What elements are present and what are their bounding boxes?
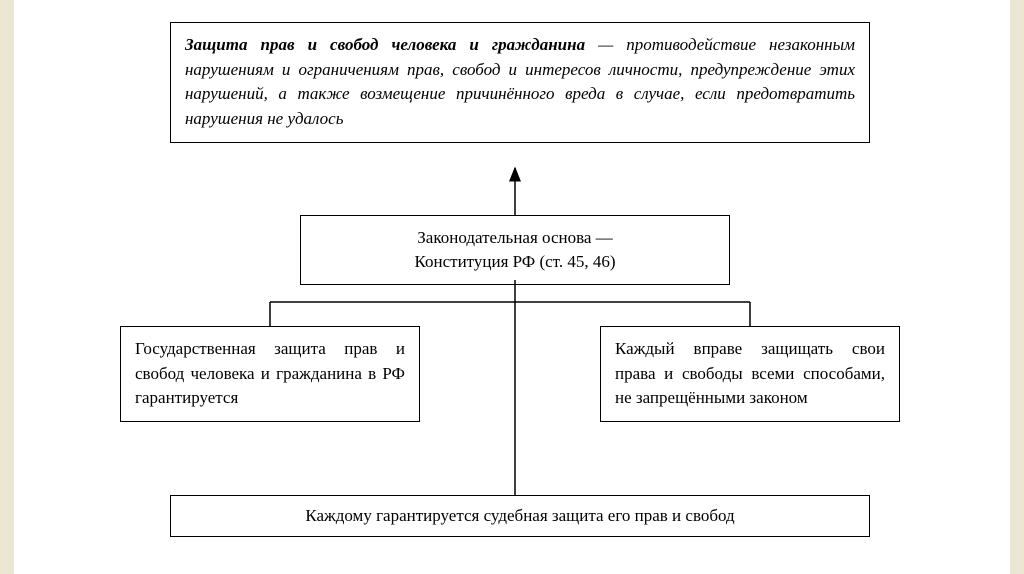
judicial-protection-box: Каждому гарантируется судебная защита ег… (170, 495, 870, 537)
definition-box: Защита прав и свобод человека и граждани… (170, 22, 870, 143)
self-protection-text: Каждый вправе защищать свои права и своб… (615, 339, 885, 407)
definition-title: Защита прав и свобод человека и граждани… (185, 35, 585, 54)
legal-basis-line1: Законодательная основа — (315, 226, 715, 250)
legal-basis-box: Законодательная основа — Конституция РФ … (300, 215, 730, 285)
judicial-protection-text: Каждому гарантируется судебная защита ег… (305, 506, 734, 525)
legal-basis-line2: Конституция РФ (ст. 45, 46) (315, 250, 715, 274)
state-protection-text: Государственная защита прав и свобод чел… (135, 339, 405, 407)
state-protection-box: Государственная защита прав и свобод чел… (120, 326, 420, 422)
scan-strip-left (0, 0, 14, 574)
scan-strip-right (1010, 0, 1024, 574)
self-protection-box: Каждый вправе защищать свои права и своб… (600, 326, 900, 422)
page: Защита прав и свобод человека и граждани… (0, 0, 1024, 574)
